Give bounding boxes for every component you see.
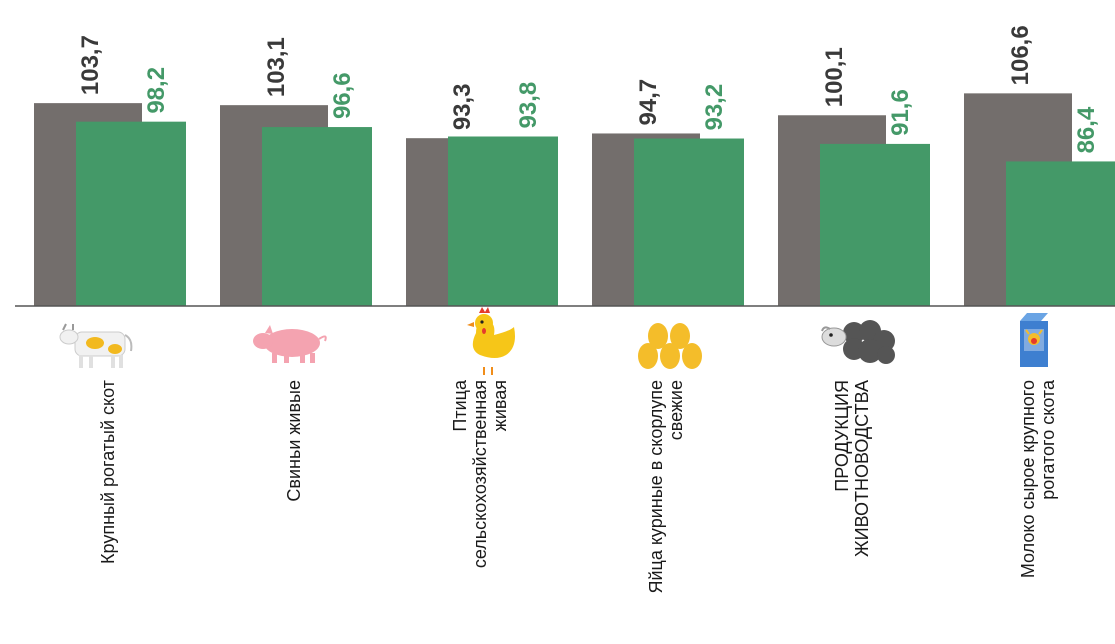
- data-label-series-2: 93,8: [515, 82, 542, 129]
- category-label: Яйца куриные в скорлупе свежие: [646, 380, 686, 594]
- value-labels-layer: 103,7 98,2 103,1 96,6 93,3 93,8 94,7 93,2 100,1 9…: [77, 25, 1100, 153]
- data-label-series-2: 91,6: [887, 89, 914, 136]
- category-label-line: Свиньи живые: [284, 380, 304, 502]
- category-label-line: Яйца куриные в скорлупе: [646, 380, 666, 594]
- bar-series-2: [634, 138, 744, 306]
- bar-series-2: [76, 121, 186, 306]
- category-label: Свиньи живые: [284, 380, 304, 502]
- data-label-series-2: 86,4: [1073, 106, 1100, 153]
- data-label-series-1: 94,7: [635, 79, 662, 126]
- eggs-icon: [638, 323, 702, 369]
- pig-icon: [253, 325, 327, 363]
- icons-layer: [59, 307, 1048, 375]
- bar-series-2: [262, 127, 372, 306]
- category-label: Крупный рогатый скот: [98, 380, 118, 564]
- category-label-line: Крупный рогатый скот: [98, 380, 118, 564]
- category-label-line: свежие: [666, 380, 686, 440]
- category-label: ПРОДУКЦИЯ ЖИВОТНОВОДСТВА: [832, 380, 872, 557]
- data-label-series-1: 103,7: [77, 35, 104, 95]
- data-label-series-1: 93,3: [449, 83, 476, 130]
- category-labels-layer: Крупный рогатый скот Свиньи живые Птица сел…: [98, 379, 1058, 593]
- category-label-line: Птица: [450, 379, 470, 432]
- data-label-series-1: 103,1: [263, 37, 290, 97]
- category-label-line: живая: [490, 380, 510, 431]
- sheep-icon: [821, 320, 895, 364]
- category-label-line: ЖИВОТНОВОДСТВА: [852, 380, 872, 557]
- chicken-icon: [467, 307, 515, 375]
- data-label-series-2: 98,2: [143, 67, 170, 114]
- category-label-line: ПРОДУКЦИЯ: [832, 380, 852, 492]
- milk-carton-icon: [1020, 313, 1048, 367]
- bar-series-2: [1006, 161, 1115, 306]
- category-label: Молоко сырое крупного рогатого скота: [1018, 379, 1058, 578]
- bar-series-2: [448, 136, 558, 306]
- category-label-line: рогатого скота: [1038, 379, 1058, 500]
- data-label-series-2: 93,2: [701, 84, 728, 131]
- category-label-line: сельскохозяйственная: [470, 380, 490, 568]
- bars-layer: [34, 93, 1115, 306]
- data-label-series-1: 100,1: [821, 47, 848, 107]
- data-label-series-1: 106,6: [1007, 25, 1034, 85]
- cow-icon: [59, 323, 133, 368]
- category-label-line: Молоко сырое крупного: [1018, 380, 1038, 578]
- bar-series-2: [820, 143, 930, 306]
- category-label: Птица сельскохозяйственная живая: [450, 379, 510, 568]
- data-label-series-2: 96,6: [329, 72, 356, 119]
